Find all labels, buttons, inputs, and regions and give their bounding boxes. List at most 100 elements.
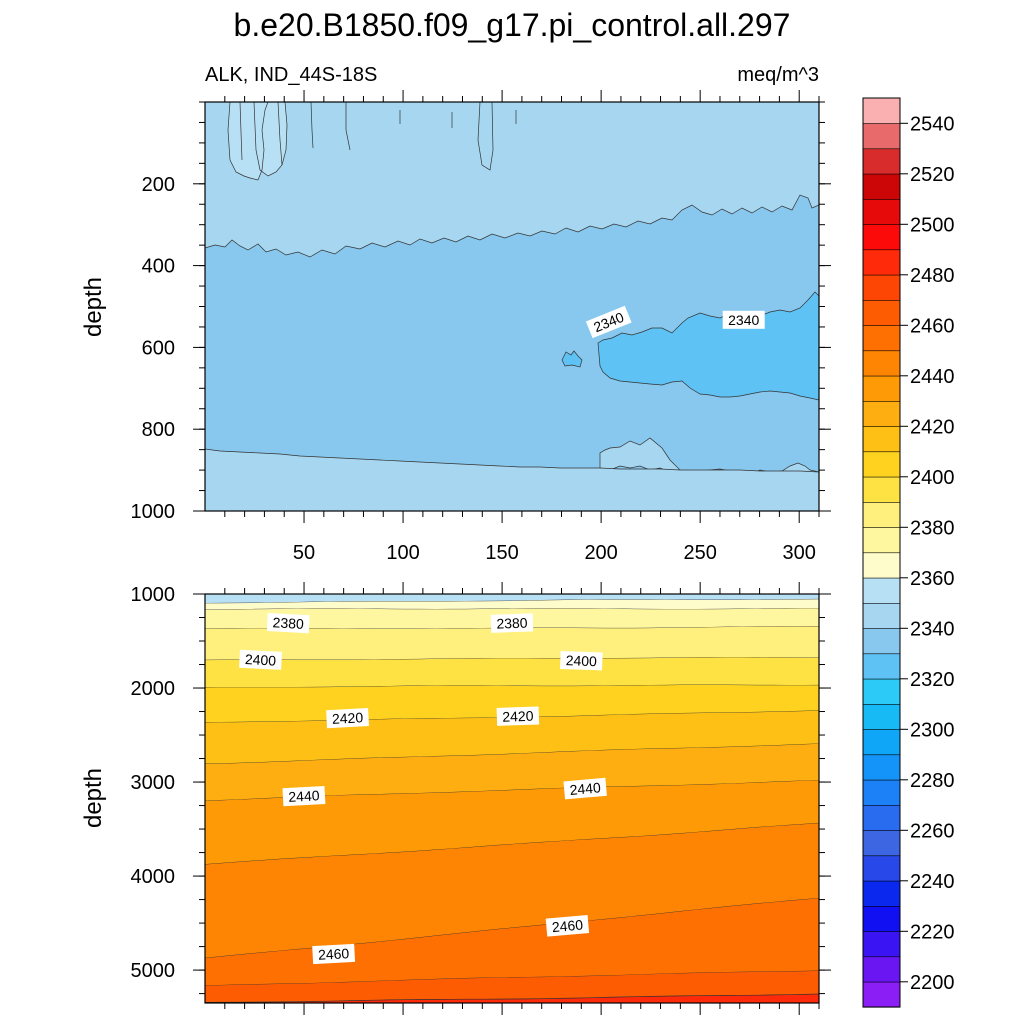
contour-label-bg [722, 310, 765, 329]
lower-band-11 [205, 970, 819, 1003]
contour-label-text: 2400 [245, 651, 277, 669]
colorbar-swatch [862, 930, 901, 958]
colorbar-swatch [862, 905, 901, 932]
contour-label-bg [266, 613, 310, 634]
contour-label-bg [326, 708, 369, 729]
colorbar-label: 2340 [910, 618, 955, 640]
colorbar-label: 2500 [910, 214, 955, 236]
colorbar-label: 2380 [910, 517, 955, 539]
colorbar-swatch [862, 249, 901, 276]
colorbar: 2200 2220 2240 2260 2280 2300 2320 2340 2360 2380… [862, 97, 955, 1008]
x-tick-label: 250 [683, 542, 716, 564]
colorbar-swatch [862, 855, 901, 882]
contour-label-text: 2400 [565, 652, 597, 669]
colorbar-label: 2260 [910, 820, 955, 842]
colorbar-label: 2480 [910, 265, 955, 287]
colorbar-swatch [862, 829, 901, 857]
contour-label: 2400 [239, 649, 282, 670]
upper-fill-2330-blob [561, 350, 583, 368]
colorbar-swatch [862, 425, 901, 453]
y-tick-label: 400 [142, 256, 175, 278]
upper-ticks: 200 400 600 800 1000 50 100 150 200 250 300 [131, 90, 831, 564]
contour-label-text: 2460 [318, 945, 350, 963]
x-tick-label: 50 [293, 542, 315, 564]
colorbar-swatch [862, 880, 901, 907]
contour-label-text: 2420 [502, 708, 534, 725]
y-tick-label: 2000 [131, 678, 176, 700]
x-tick-label: 100 [386, 542, 419, 564]
colorbar-swatch [862, 728, 901, 756]
colorbar-label: 2520 [910, 164, 955, 186]
colorbar-label: 2220 [910, 921, 955, 943]
contour-label-bg [585, 305, 632, 339]
colorbar-swatch [862, 148, 901, 175]
y-tick-label: 200 [142, 174, 175, 196]
colorbar-swatch [862, 97, 901, 124]
contour-label-bg [239, 649, 282, 670]
lower-band-4 [205, 657, 819, 688]
colorbar-label: 2280 [910, 770, 955, 792]
lower-frame [204, 593, 820, 1004]
colorbar-swatch [862, 703, 901, 730]
upper-fill-2360 [227, 102, 288, 181]
contour-label: 2380 [266, 613, 310, 634]
y-tick-label: 5000 [131, 960, 176, 982]
colorbar-swatch [862, 602, 901, 629]
colorbar-swatch [862, 981, 901, 1008]
colorbar-swatch [862, 577, 901, 604]
y-tick-label: 4000 [131, 866, 176, 888]
colorbar-swatch [862, 223, 901, 251]
colorbar-label: 2300 [910, 719, 955, 741]
colorbar-label: 2420 [910, 416, 955, 438]
colorbar-label: 2460 [910, 315, 955, 337]
contour-label-bg [282, 786, 326, 807]
x-tick-label: 300 [783, 542, 816, 564]
lower-band-8 [205, 780, 819, 865]
contour-label-text: 2420 [332, 709, 364, 727]
colorbar-swatch [862, 451, 901, 478]
colorbar-label: 2400 [910, 467, 955, 489]
contour-label: 2440 [282, 786, 326, 807]
lower-band-3 [205, 626, 819, 661]
colorbar-swatch [862, 653, 901, 680]
colorbar-label: 2440 [910, 366, 955, 388]
lower-ylabel: depth [80, 768, 107, 828]
colorbar-swatch [862, 627, 901, 655]
colorbar-swatch [862, 350, 901, 377]
y-tick-label: 800 [142, 419, 175, 441]
contour-label-text: 2380 [272, 614, 304, 632]
contour-label: 2380 [490, 613, 534, 633]
lower-band-10 [205, 898, 819, 986]
colorbar-swatch [862, 754, 901, 781]
lower-band-0 [205, 594, 819, 604]
contour-label: 2460 [312, 943, 356, 965]
contour-label: 2420 [496, 706, 540, 726]
colorbar-swatch [862, 779, 901, 806]
x-tick-label: 150 [485, 542, 518, 564]
colorbar-swatch [862, 375, 901, 402]
upper-bottom-band [205, 448, 819, 511]
upper-contour-lines [239, 102, 517, 171]
contour-label-text: 2460 [551, 916, 584, 935]
colorbar-swatch [862, 198, 901, 225]
colorbar-swatch [862, 274, 901, 301]
contour-label-bg [560, 650, 603, 671]
units-label: meq/m^3 [737, 64, 819, 86]
y-tick-label: 600 [142, 337, 175, 359]
y-tick-label: 1000 [131, 501, 176, 523]
colorbar-swatch [862, 299, 901, 326]
lower-band-9 [205, 823, 819, 959]
lower-contour-line-11 [205, 993, 819, 1003]
lower-band-7 [205, 743, 819, 802]
contour-label-bg [490, 613, 534, 633]
colorbar-label: 2360 [910, 568, 955, 590]
lower-contour-labels: 2380 2380 2400 2400 2420 2420 2440 2440 2460 2460 [239, 613, 607, 965]
colorbar-swatch [862, 400, 901, 427]
colorbar-swatch [862, 956, 901, 983]
upper-ylabel: depth [80, 277, 107, 337]
colorbar-swatch [862, 526, 901, 554]
x-tick-label: 200 [584, 542, 617, 564]
y-tick-label: 3000 [131, 772, 176, 794]
contour-label-bg [545, 915, 590, 937]
